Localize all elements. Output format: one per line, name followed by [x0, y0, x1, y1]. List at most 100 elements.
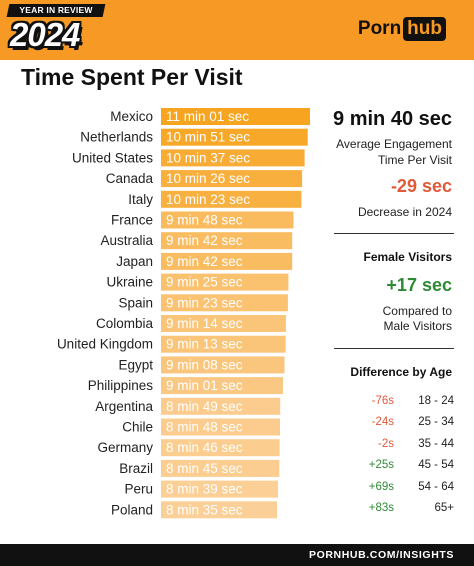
age-range-label: 65+: [434, 502, 454, 515]
value-label: 9 min 13 sec: [166, 337, 243, 352]
value-label: 8 min 35 sec: [166, 502, 243, 517]
category-label: Germany: [97, 440, 153, 455]
bar-egypt: [161, 356, 285, 374]
female-visitors-title: Female Visitors: [363, 250, 453, 264]
value-label: 11 min 01 sec: [166, 109, 249, 124]
bar-canada: [161, 170, 303, 188]
change-value: -29 sec: [390, 176, 452, 196]
age-range-label: 18 - 24: [418, 394, 454, 407]
change-desc: Decrease in 2024: [357, 205, 452, 219]
divider-2: [334, 348, 454, 349]
average-desc-line-2: Time Per Visit: [377, 153, 452, 167]
bar-philippines: [161, 377, 283, 395]
female-desc-line-2: Male Visitors: [383, 319, 452, 333]
category-label: United Kingdom: [57, 337, 153, 352]
value-label: 10 min 23 sec: [166, 192, 250, 207]
age-range-label: 54 - 64: [418, 480, 454, 493]
category-label: Canada: [106, 171, 154, 186]
value-label: 9 min 08 sec: [166, 357, 243, 372]
age-difference-table: -76s 18 - 24 -24s 25 - 34 -2s 35 - 44 +25s 45 -…: [344, 390, 454, 519]
bar-mexico: [161, 108, 310, 125]
value-label: 9 min 25 sec: [166, 275, 243, 290]
category-label: Colombia: [96, 316, 154, 331]
age-diff-value: -2s: [378, 437, 394, 450]
age-row: -2s 35 - 44: [344, 433, 454, 455]
bar-united-states: [161, 149, 305, 167]
value-label: 9 min 14 sec: [166, 316, 243, 331]
age-row: -76s 18 - 24: [344, 390, 454, 412]
logo-text-a: Porn: [357, 18, 402, 39]
bar-australia: [161, 232, 293, 250]
value-label: 8 min 48 sec: [166, 420, 243, 435]
category-label: France: [111, 213, 153, 228]
logo-text-b: hub: [403, 17, 446, 41]
female-change-value: +17 sec: [386, 275, 452, 295]
category-label: Japan: [116, 254, 153, 269]
category-label: Philippines: [88, 378, 154, 393]
value-label: 8 min 39 sec: [166, 482, 243, 497]
category-label: Chile: [122, 420, 153, 435]
age-row: +83s 65+: [344, 498, 454, 520]
category-label: Netherlands: [80, 130, 153, 145]
bar-peru: [161, 480, 278, 498]
value-label: 9 min 48 sec: [166, 213, 243, 228]
value-label: 10 min 37 sec: [166, 150, 250, 165]
age-row: +69s 54 - 64: [344, 476, 454, 498]
age-section-title: Difference by Age: [350, 365, 452, 379]
bar-poland: [161, 501, 278, 519]
value-label: 9 min 23 sec: [166, 295, 243, 310]
average-time-value: 9 min 40 sec: [333, 108, 452, 130]
category-label: Spain: [118, 295, 153, 310]
category-label: Poland: [111, 502, 153, 517]
category-label: Argentina: [95, 399, 153, 414]
value-label: 9 min 42 sec: [166, 254, 243, 269]
bar-united-kingdom: [161, 335, 286, 353]
bar-france: [161, 211, 294, 229]
category-label: Italy: [128, 192, 153, 207]
age-row: +25s 45 - 54: [344, 455, 454, 477]
age-range-label: 25 - 34: [418, 416, 454, 429]
age-diff-value: -24s: [371, 416, 394, 429]
year-in-review-badge: YEAR IN REVIEW 2024: [6, 4, 110, 54]
bar-brazil: [161, 459, 280, 477]
bar-italy: [161, 190, 302, 208]
bar-ukraine: [161, 273, 289, 291]
bar-japan: [161, 252, 293, 270]
value-label: 8 min 49 sec: [166, 399, 243, 414]
divider-1: [334, 233, 454, 234]
age-range-label: 35 - 44: [418, 437, 454, 450]
age-diff-value: -76s: [371, 394, 394, 407]
footer-bar: PORNHUB.COM/INSIGHTS: [0, 544, 474, 566]
footer-url: PORNHUB.COM/INSIGHTS: [308, 549, 454, 561]
category-label: Australia: [100, 233, 153, 248]
bar-colombia: [161, 315, 286, 332]
category-label: Ukraine: [106, 275, 153, 290]
female-desc-line-1: Compared to: [382, 304, 452, 318]
badge-year: 2024: [10, 16, 80, 53]
chart-title: Time Spent Per Visit: [21, 64, 243, 90]
bar-spain: [161, 294, 288, 312]
bar-chart: Mexico 11 min 01 sec Netherlands 10 min 51 …: [57, 108, 310, 519]
brand-logo: Porn hub: [358, 17, 446, 41]
header-banner: YEAR IN REVIEW 2024 Porn hub: [0, 0, 474, 60]
value-label: 8 min 45 sec: [166, 461, 243, 476]
category-label: Peru: [124, 482, 153, 497]
value-label: 8 min 46 sec: [166, 440, 243, 455]
age-range-label: 45 - 54: [418, 459, 454, 472]
age-row: -24s 25 - 34: [344, 412, 454, 434]
category-label: Mexico: [110, 109, 153, 124]
value-label: 10 min 51 sec: [166, 130, 250, 145]
value-label: 10 min 26 sec: [166, 171, 250, 186]
value-label: 9 min 42 sec: [166, 233, 243, 248]
age-diff-value: +83s: [368, 502, 394, 515]
category-label: Egypt: [118, 357, 153, 372]
age-diff-value: +25s: [368, 459, 394, 472]
bar-netherlands: [161, 128, 308, 146]
value-label: 9 min 01 sec: [166, 378, 243, 393]
category-label: United States: [72, 150, 153, 165]
age-diff-value: +69s: [368, 480, 394, 493]
average-desc-line-1: Average Engagement: [336, 137, 452, 151]
bar-germany: [161, 439, 280, 457]
bar-chile: [161, 418, 280, 436]
category-label: Brazil: [119, 461, 153, 476]
